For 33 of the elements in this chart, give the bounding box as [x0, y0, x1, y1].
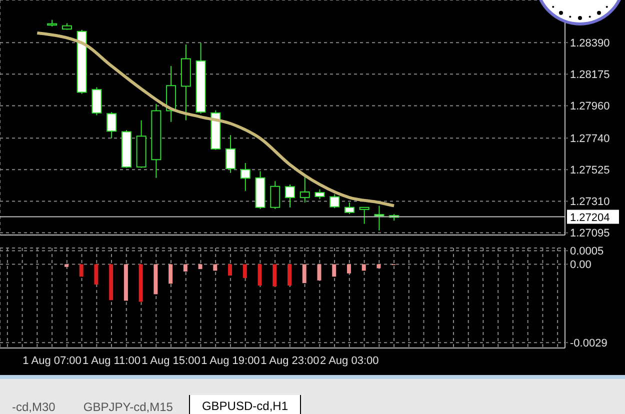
candlestick	[344, 202, 354, 214]
x-tick-label: 1 Aug 23:00	[260, 354, 320, 367]
candlestick	[270, 180, 280, 210]
y-tick-label: 1.27095	[570, 228, 610, 240]
candlestick	[330, 194, 340, 209]
x-tick-label: 2 Aug 03:00	[320, 354, 379, 367]
text: GBPUSD-cd,H1	[188, 395, 301, 414]
candlestick	[374, 205, 384, 231]
candlestick	[314, 188, 325, 200]
x-tick-label: 1 Aug 07:00	[22, 354, 82, 367]
text: -cd,M30	[11, 399, 56, 414]
x-tick-label: 1 Aug 11:00	[82, 354, 140, 367]
y-tick-label: 0.00	[570, 259, 592, 272]
y-tick-label: 1.27960	[570, 100, 610, 113]
line-series	[36, 32, 396, 208]
candlestick	[226, 134, 236, 174]
y-tick-label: 1.28175	[570, 69, 610, 82]
y-tick-label: -0.0029	[570, 338, 608, 350]
y-tick-label: 1.28390	[570, 38, 610, 50]
y-tick-label: 0.0005	[570, 246, 604, 258]
text: GBPJPY-cd,M15	[82, 399, 174, 414]
candlestick	[106, 112, 117, 139]
candlestick	[240, 162, 250, 192]
x-tick-label: 1 Aug 15:00	[142, 354, 200, 367]
y-tick-label: 1.27310	[570, 196, 610, 208]
candlestick	[92, 86, 102, 116]
y-tick-label: 1.27740	[570, 132, 610, 145]
candlestick	[300, 174, 310, 204]
candlestick	[285, 184, 295, 208]
y-tick-label: 1.27525	[570, 164, 610, 177]
candlestick	[359, 206, 370, 224]
x-tick-label: 1 Aug 19:00	[201, 354, 260, 367]
ref-line-label: 1.27204	[570, 212, 610, 224]
